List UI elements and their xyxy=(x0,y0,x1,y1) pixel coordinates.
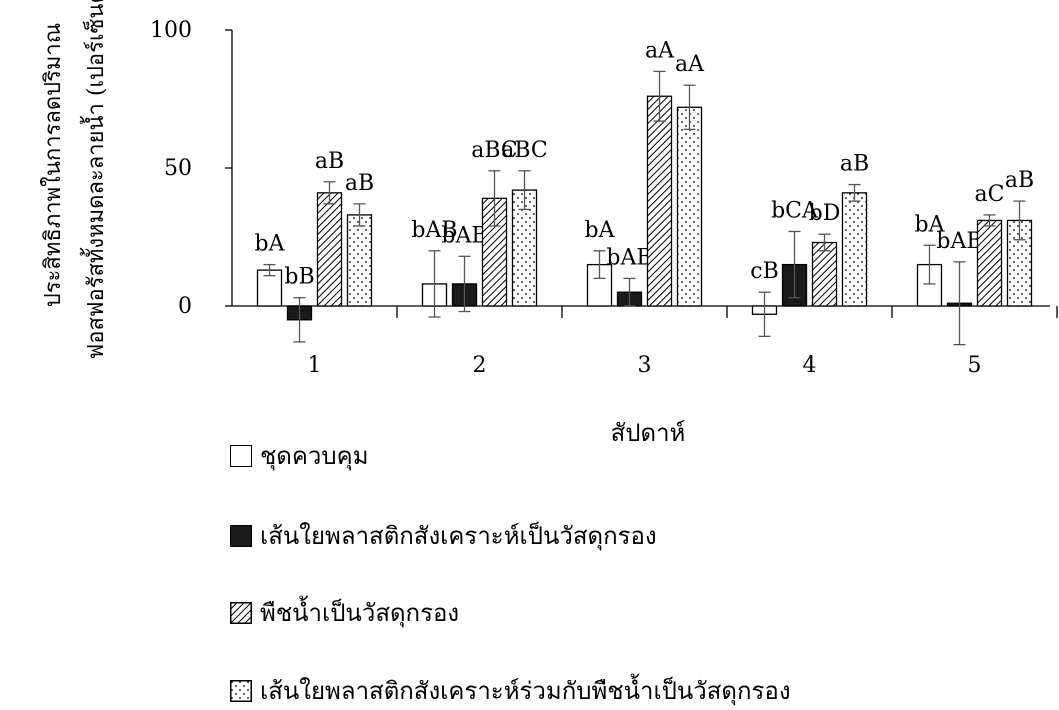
legend-label: พืชน้ำเป็นวัสดุกรอง xyxy=(260,599,460,627)
y-axis-title-line-1: ประสิทธิภาพในการลดปริมาณ xyxy=(40,23,66,307)
legend-item-combined: เส้นใยพลาสติกสังเคราะห์ร่วมกับพืชน้ำเป็น… xyxy=(230,671,791,710)
data-label: bCA xyxy=(771,198,819,223)
y-tick-label: 0 xyxy=(178,294,192,319)
bar xyxy=(976,219,1003,307)
legend-swatch-diagonal xyxy=(230,601,252,624)
legend-item-control: ชุดควบคุม xyxy=(230,436,369,475)
data-label: aA xyxy=(675,52,705,77)
data-label: bAB xyxy=(441,223,487,248)
bar xyxy=(316,192,343,307)
data-label: aB xyxy=(345,171,374,196)
data-label: bA xyxy=(255,232,286,257)
data-label: bAB xyxy=(411,218,457,243)
bar xyxy=(646,95,673,307)
y-axis-title: ประสิทธิภาพในการลดปริมาณ ฟอสฟอรัสทั้งหมด… xyxy=(40,0,109,359)
legend-label: เส้นใยพลาสติกสังเคราะห์เป็นวัสดุกรอง xyxy=(260,522,657,550)
legend-label: ชุดควบคุม xyxy=(260,442,369,470)
bar-chart: ประสิทธิภาพในการลดปริมาณ ฟอสฟอรัสทั้งหมด… xyxy=(40,0,1058,447)
y-axis-title-line-2: ฟอสฟอรัสทั้งหมดละลายน้ำ (เปอร์เซ็นต์) xyxy=(80,0,109,359)
legend-label: เส้นใยพลาสติกสังเคราะห์ร่วมกับพืชน้ำเป็น… xyxy=(260,677,791,705)
data-label: aBC xyxy=(471,138,518,163)
x-tick-label: 2 xyxy=(473,353,487,378)
y-tick-label: 100 xyxy=(150,18,192,43)
data-label: bAB xyxy=(936,229,982,254)
plot-area: 0501001bAbBaBaB2bABbABaBCaBC3bAbABaAaA4c… xyxy=(150,18,1058,378)
bar xyxy=(676,106,703,307)
x-tick-label: 1 xyxy=(308,353,322,378)
bar xyxy=(346,214,373,307)
data-label: aA xyxy=(645,38,675,63)
data-label: aC xyxy=(975,182,1005,207)
x-tick-label: 5 xyxy=(968,353,982,378)
data-label: bB xyxy=(284,265,314,290)
legend-swatch-dots xyxy=(230,679,252,702)
data-label: aB xyxy=(840,152,869,177)
legend-swatch-black xyxy=(230,524,252,547)
data-label: aB xyxy=(1005,168,1034,193)
x-axis-title: สัปดาห์ xyxy=(611,419,686,447)
data-label: bD xyxy=(809,201,841,226)
bar xyxy=(841,192,868,307)
x-tick-label: 4 xyxy=(803,353,817,378)
data-label: bA xyxy=(585,218,616,243)
legend-item-aquatic-plant: พืชน้ำเป็นวัสดุกรอง xyxy=(230,593,459,632)
data-label: aB xyxy=(315,149,344,174)
data-label: bA xyxy=(915,212,946,237)
legend-item-synthetic-fiber: เส้นใยพลาสติกสังเคราะห์เป็นวัสดุกรอง xyxy=(230,516,657,555)
y-tick-label: 50 xyxy=(164,156,192,181)
legend-swatch-white xyxy=(230,444,252,467)
data-label: bAB xyxy=(606,245,652,270)
data-label: aBC xyxy=(501,138,548,163)
data-label: cB xyxy=(750,259,779,284)
bar xyxy=(811,241,838,307)
x-tick-label: 3 xyxy=(638,353,652,378)
